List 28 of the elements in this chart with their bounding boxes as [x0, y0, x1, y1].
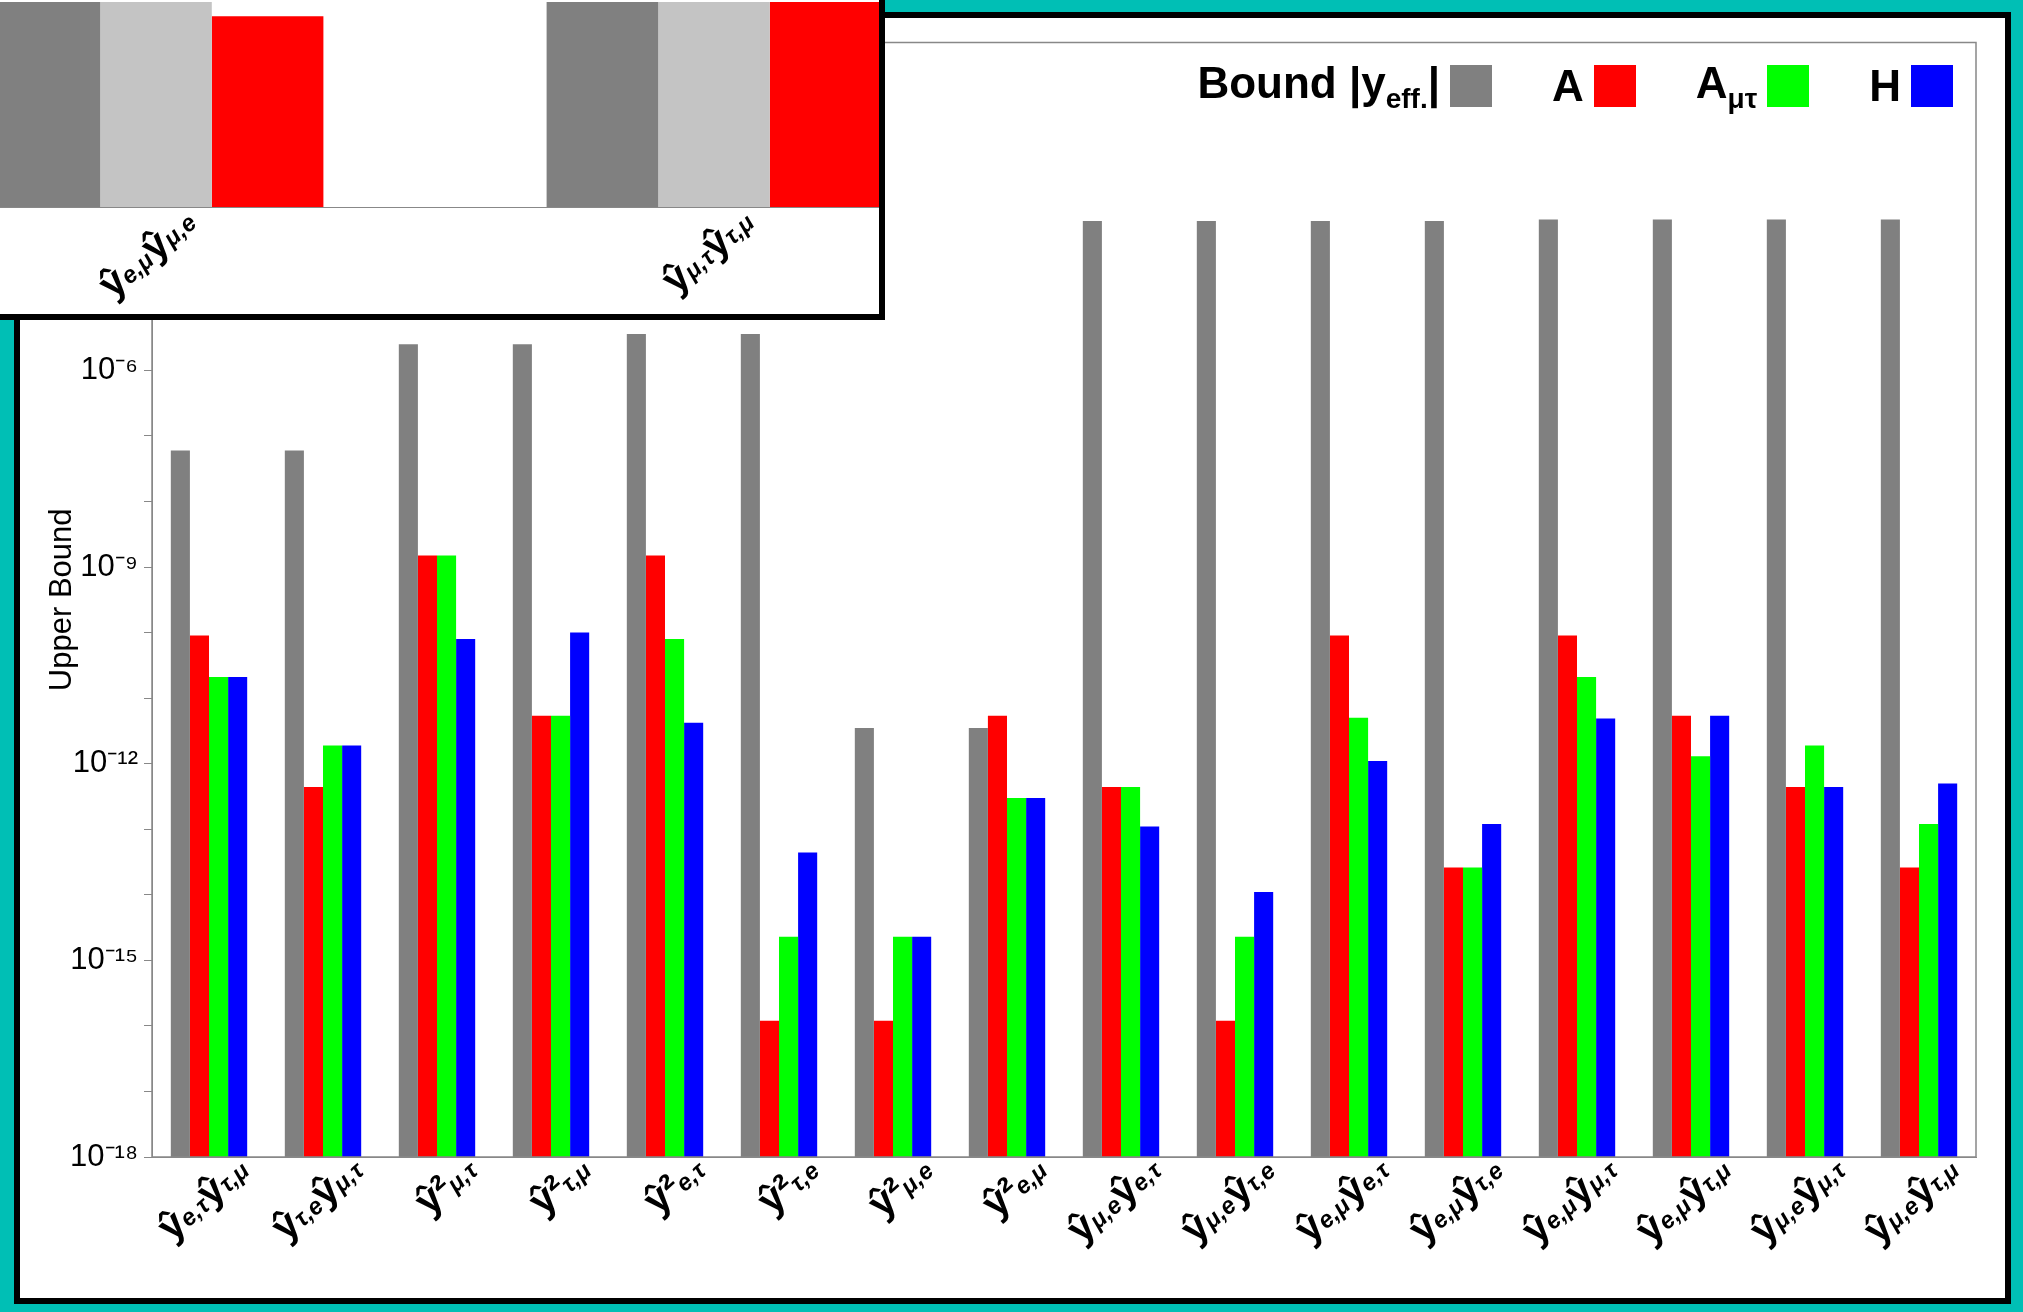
x-tick-label: ŷμ,eŷτ,e — [1171, 1156, 1281, 1251]
x-tick-label: ŷe,τŷτ,μ — [148, 1156, 255, 1249]
y-axis-title: Upper Bound — [43, 508, 79, 692]
x-tick-label: ŷe,μŷμ,e — [88, 208, 202, 306]
legend-label: H — [1869, 61, 1901, 112]
x-tick-label: ŷ²e,τ — [634, 1155, 712, 1223]
x-tick-label: ŷμ,eŷμ,τ — [1740, 1155, 1852, 1252]
x-tick-label: ŷ²μ,τ — [405, 1155, 484, 1223]
x-tick-label: ŷ²τ,μ — [519, 1156, 597, 1223]
x-tick-label: ŷτ,eŷμ,τ — [262, 1155, 370, 1249]
x-tick-label: ŷ²e,μ — [972, 1156, 1053, 1226]
y-tick-label: 10⁻⁶ — [80, 350, 138, 386]
y-tick-label: 10⁻¹⁸ — [70, 1137, 138, 1173]
y-tick-label: 10⁻¹² — [72, 744, 138, 780]
y-tick-label: 10⁻⁹ — [80, 547, 138, 583]
x-tick-label: ŷe,μŷτ,μ — [1626, 1156, 1737, 1252]
y-tick-label: 10⁻¹⁵ — [70, 940, 138, 976]
legend-label: Bound |y$_{eff.}$| — [1197, 58, 1441, 115]
x-tick-label: ŷ²μ,e — [858, 1156, 939, 1226]
x-tick-label: ŷe,μŷe,τ — [1285, 1155, 1396, 1251]
x-tick-label: ŷe,μŷμ,τ — [1512, 1155, 1624, 1252]
x-tick-label: ŷμ,eŷτ,μ — [1854, 1156, 1965, 1252]
x-tick-label: ŷ²τ,e — [748, 1156, 825, 1223]
legend-label: A — [1552, 61, 1584, 112]
x-tick-label: ŷe,μŷτ,e — [1399, 1156, 1509, 1251]
x-tick-label: ŷμ,eŷe,τ — [1057, 1155, 1168, 1251]
x-tick-label: ŷμ,τŷτ,μ — [652, 208, 760, 302]
legend-label: A$_{μτ}$ — [1695, 58, 1758, 115]
